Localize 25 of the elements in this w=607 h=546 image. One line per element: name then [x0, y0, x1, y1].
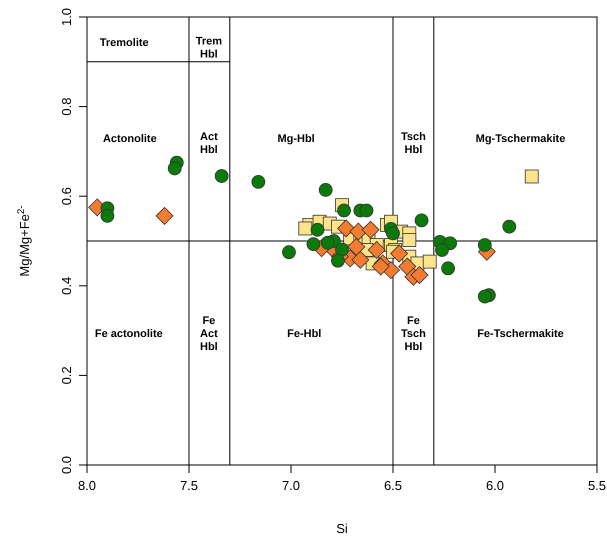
x-tick-label: 6.5 [384, 478, 402, 493]
annotation: Fe Act Hbl [200, 314, 218, 353]
y-tick-label: 0.4 [59, 276, 74, 295]
annotation: Mg-Tschermakite [476, 132, 566, 145]
y-tick-label: 1.0 [59, 8, 74, 26]
annotation: Tremolite [100, 37, 149, 50]
x-tick-label: 5.5 [588, 478, 606, 493]
annotation: Fe actonolite [94, 328, 163, 340]
x-tick-label: 6.0 [486, 478, 504, 493]
annotation: Fe Tsch Hbl [400, 314, 426, 353]
annotation: Actonolite [102, 132, 157, 145]
y-tick-label: 0.8 [59, 98, 74, 116]
y-tick-label: 0.2 [59, 366, 74, 384]
y-tick-label: 0.0 [59, 456, 74, 474]
annotation: Act Hbl [200, 130, 218, 156]
x-tick-label: 7.5 [180, 478, 198, 493]
annotation: Tsch Hbl [400, 130, 426, 156]
annotation: Mg-Hbl [277, 132, 315, 145]
annotation: Fe-Hbl [287, 328, 322, 340]
x-axis-title: Si [336, 521, 348, 536]
x-tick-label: 8.0 [78, 478, 96, 493]
x-tick-label: 7.0 [282, 478, 300, 493]
annotation: Fe-Tschermakite [477, 328, 564, 340]
annotation: Trem Hbl [196, 36, 222, 61]
y-tick-label: 0.6 [59, 187, 74, 206]
